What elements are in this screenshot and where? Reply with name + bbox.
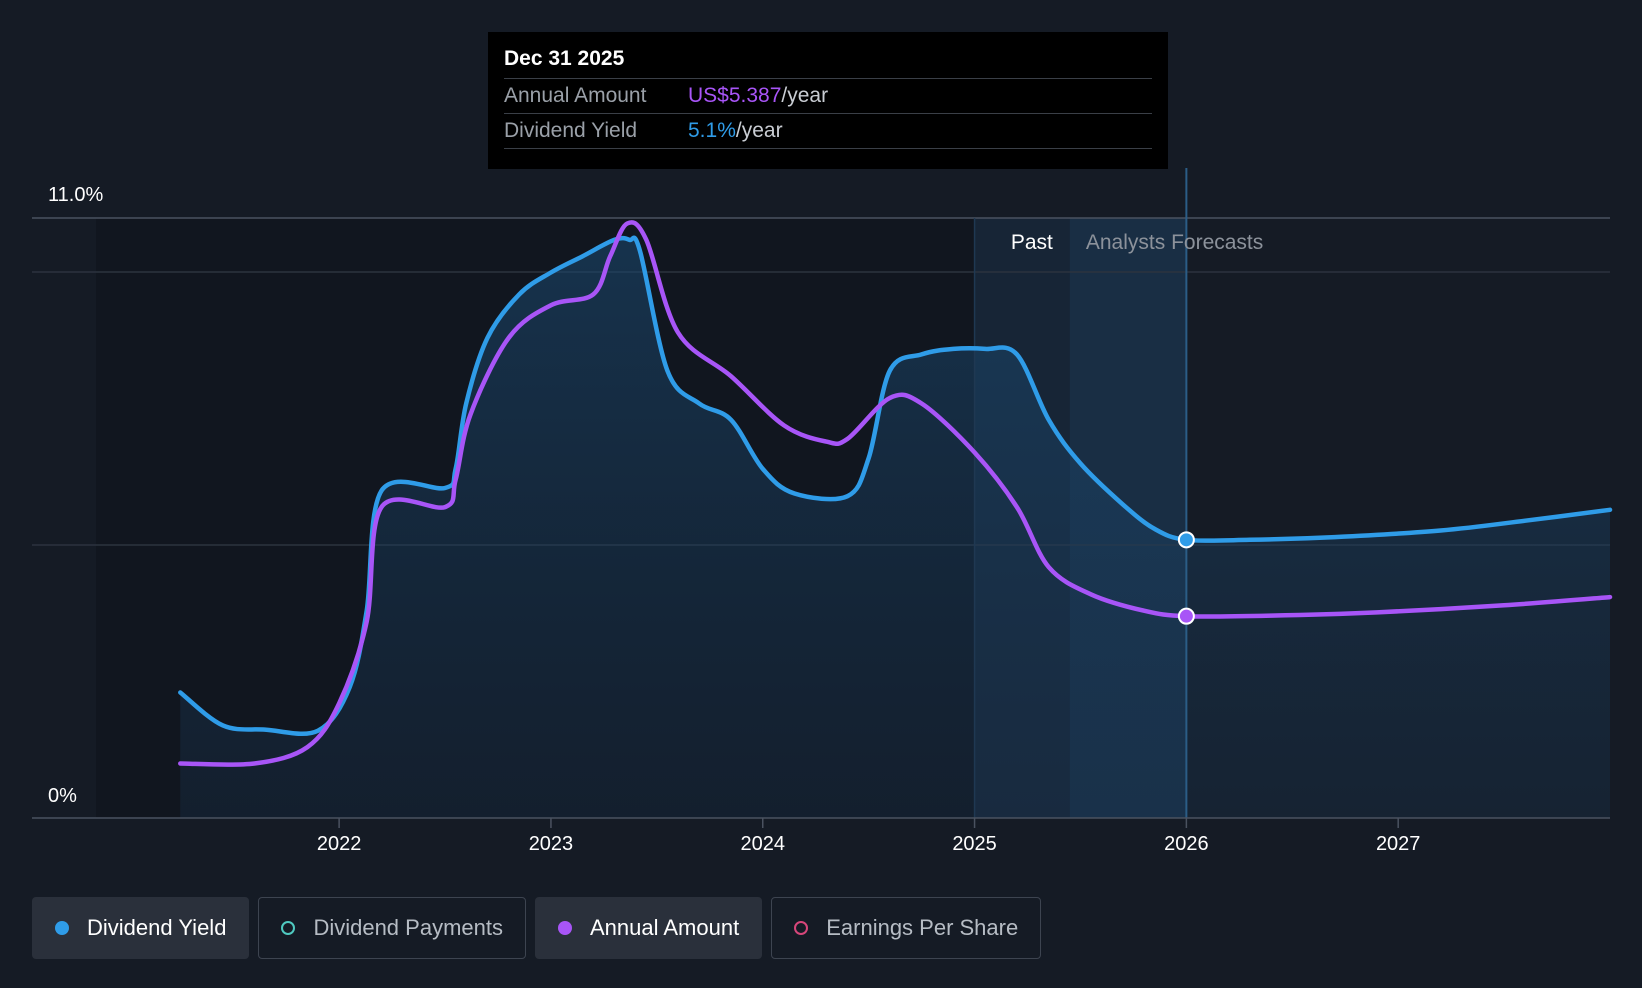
x-tick-label: 2023 bbox=[529, 833, 574, 855]
legend-dot-icon bbox=[557, 921, 572, 935]
legend-annual-amount-button[interactable]: Annual Amount bbox=[534, 897, 763, 959]
legend-dot-icon bbox=[794, 921, 809, 935]
x-tick-label: 2024 bbox=[741, 833, 786, 855]
tooltip: Dec 31 2025 Annual Amount US$5.387 /year… bbox=[488, 32, 1168, 169]
forecast-label: Analysts Forecasts bbox=[1086, 231, 1263, 254]
tooltip-annual-value: US$5.387 bbox=[688, 84, 782, 107]
x-tick-label: 2025 bbox=[952, 833, 997, 855]
tooltip-yield-unit: /year bbox=[735, 119, 783, 142]
dividend-chart: 2022 2023 2024 2025 2026 2027 11.0% 0% Past A… bbox=[32, 168, 1613, 855]
legend-label: Dividend Yield bbox=[87, 915, 227, 940]
legend-dividend-yield-button[interactable]: Dividend Yield bbox=[32, 897, 250, 959]
series-lines bbox=[178, 220, 1613, 767]
x-tick-label: 2026 bbox=[1164, 833, 1209, 855]
y-tick-label-max: 11.0% bbox=[48, 184, 103, 206]
tooltip-row-annual: Annual Amount US$5.387 /year bbox=[504, 79, 1152, 114]
dividend-yield-area bbox=[180, 237, 1611, 818]
tooltip-row-yield: Dividend Yield 5.1% /year bbox=[504, 114, 1152, 149]
highlight-markers bbox=[1177, 531, 1195, 625]
series-line-dividend-yield bbox=[178, 235, 1613, 736]
highlight-point bbox=[1177, 607, 1195, 625]
legend-dot-icon bbox=[281, 921, 296, 935]
x-tick-label: 2027 bbox=[1376, 833, 1421, 855]
legend-dot-icon bbox=[55, 921, 69, 935]
legend: Dividend Yield Dividend Payments Annual … bbox=[32, 897, 1042, 959]
x-tick-label: 2022 bbox=[317, 833, 362, 855]
past-label: Past bbox=[1011, 231, 1053, 254]
y-tick-label-min: 0% bbox=[48, 785, 77, 807]
tooltip-yield-label: Dividend Yield bbox=[504, 119, 638, 142]
legend-dividend-payments-button[interactable]: Dividend Payments bbox=[258, 897, 526, 959]
tooltip-annual-unit: /year bbox=[781, 84, 829, 107]
tooltip-annual-label: Annual Amount bbox=[504, 84, 647, 107]
legend-label: Dividend Payments bbox=[313, 915, 503, 940]
tooltip-date: Dec 31 2025 bbox=[504, 44, 1152, 79]
legend-label: Earnings Per Share bbox=[826, 915, 1019, 940]
series-line-annual-amount bbox=[178, 220, 1613, 767]
highlight-point bbox=[1177, 531, 1195, 549]
x-axis-ticks: 2022 2023 2024 2025 2026 2027 bbox=[317, 818, 1421, 855]
legend-earnings-per-share-button[interactable]: Earnings Per Share bbox=[771, 897, 1042, 959]
tooltip-yield-value: 5.1% bbox=[688, 119, 736, 142]
legend-label: Annual Amount bbox=[589, 915, 740, 940]
